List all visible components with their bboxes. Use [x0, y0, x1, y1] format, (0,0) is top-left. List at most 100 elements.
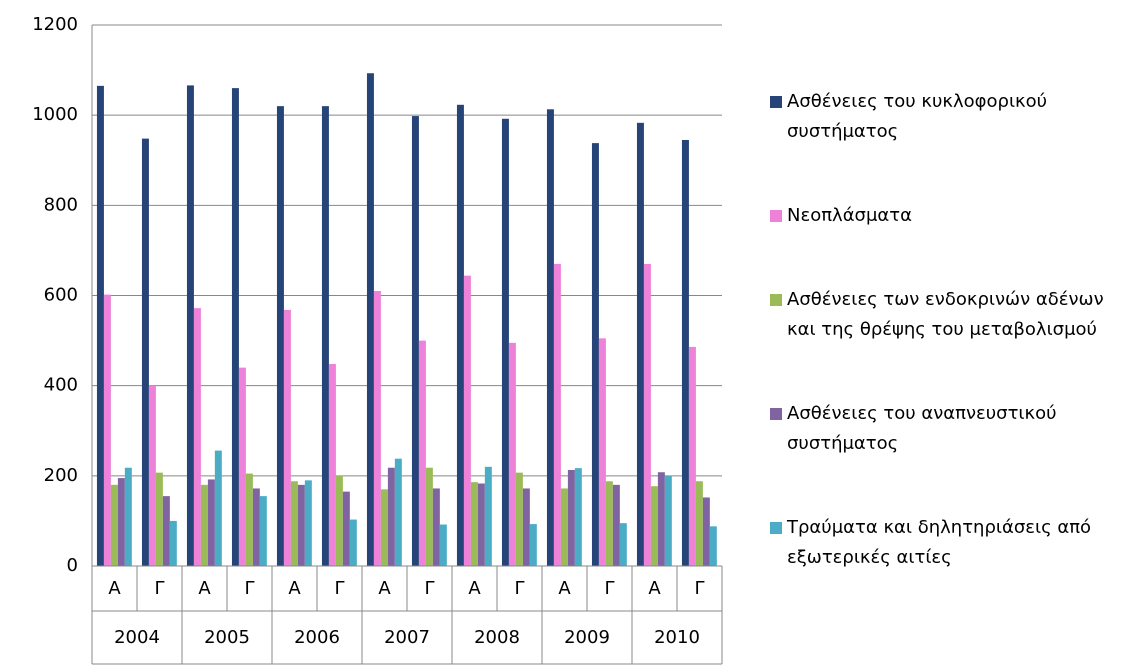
bar: [688, 346, 696, 566]
bar: [560, 488, 568, 566]
bar: [162, 496, 170, 566]
legend-swatch: [770, 210, 782, 222]
bar: [650, 486, 658, 566]
bar: [141, 138, 149, 567]
bar: [387, 467, 395, 566]
bar: [117, 478, 125, 566]
bar: [598, 338, 606, 566]
y-tick-label: 1200: [32, 14, 78, 35]
bar: [297, 484, 305, 566]
group-label: 2010: [654, 627, 700, 648]
bar: [425, 467, 433, 566]
bar: [193, 308, 201, 566]
bar: [515, 472, 523, 566]
bar: [231, 88, 239, 566]
bar: [411, 116, 419, 567]
legend-label: Ασθένειες του κυκλοφορικού συστήματος: [787, 91, 1048, 142]
bar: [456, 104, 464, 567]
legend: Ασθένειες του κυκλοφορικού συστήματος Νεο…: [770, 60, 1120, 600]
x-tick-label: Α: [198, 578, 211, 599]
bar: [290, 481, 298, 566]
bar: [366, 73, 374, 566]
y-tick-label: 600: [44, 285, 78, 306]
bar: [373, 290, 381, 566]
x-tick-label: Α: [108, 578, 121, 599]
legend-label: Ασθένειες των ενδοκρινών αδένων και της …: [787, 289, 1104, 340]
y-tick-label: 200: [44, 465, 78, 486]
bar: [439, 524, 447, 566]
bar: [567, 469, 575, 566]
bar: [432, 488, 440, 566]
bar: [681, 139, 689, 566]
y-tick-label: 0: [67, 555, 78, 576]
bar: [124, 467, 132, 566]
bar: [169, 520, 177, 566]
bar: [508, 342, 516, 566]
group-label: 2005: [204, 627, 250, 648]
x-tick-label: Γ: [514, 578, 524, 599]
group-label: 2007: [384, 627, 430, 648]
bar: [207, 479, 215, 566]
legend-label: Τραύματα και δηλητηριάσεις από εξωτερικέ…: [787, 517, 1092, 568]
bar: [110, 484, 118, 566]
group-label: 2008: [474, 627, 520, 648]
legend-label: Νεοπλάσματα: [787, 205, 912, 226]
bar: [252, 488, 260, 566]
bar: [349, 519, 357, 566]
bar: [612, 484, 620, 566]
legend-label: Ασθένειες του αναπνευστικού συστήματος: [787, 403, 1057, 454]
bar: [619, 523, 627, 566]
bar: [342, 491, 350, 566]
bar: [643, 263, 651, 566]
bar: [186, 85, 194, 566]
bar: [103, 294, 111, 566]
bar: [477, 483, 485, 566]
legend-entry: Ασθένειες του αναπνευστικού συστήματος: [770, 399, 1120, 459]
bar: [522, 488, 530, 566]
y-tick-label: 800: [44, 194, 78, 215]
bar: [380, 489, 388, 566]
legend-entry: Ασθένειες του κυκλοφορικού συστήματος: [770, 87, 1120, 147]
x-tick-label: Γ: [244, 578, 254, 599]
x-tick-label: Α: [558, 578, 571, 599]
x-tick-label: Γ: [424, 578, 434, 599]
legend-swatch: [770, 96, 782, 108]
x-tick-label: Α: [468, 578, 481, 599]
group-label: 2009: [564, 627, 610, 648]
x-tick-label: Γ: [694, 578, 704, 599]
x-tick-label: Α: [648, 578, 661, 599]
bar: [657, 472, 665, 566]
bar: [238, 367, 246, 566]
bar: [546, 109, 554, 566]
x-tick-label: Γ: [154, 578, 164, 599]
bar: [245, 473, 253, 566]
y-tick-label: 400: [44, 375, 78, 396]
bar: [702, 497, 710, 566]
bar: [96, 85, 104, 567]
chart: 0 200 400 600 800 1000 1200 Α Γ Α Γ Α Γ Α Γ Α Γ Α Γ Α Γ 2004 2…: [32, 14, 723, 665]
legend-entry: Τραύματα και δηλητηριάσεις από εξωτερικέ…: [770, 513, 1120, 573]
bar: [529, 524, 537, 566]
bar: [418, 340, 426, 566]
bar: [484, 466, 492, 566]
bar: [200, 484, 208, 566]
bar: [155, 472, 163, 566]
x-tick-label: Γ: [604, 578, 614, 599]
legend-swatch: [770, 522, 782, 534]
group-label: 2004: [114, 627, 160, 648]
bar: [335, 475, 343, 566]
legend-swatch: [770, 294, 782, 306]
bar: [636, 122, 644, 566]
bar: [328, 364, 336, 566]
bar: [501, 118, 509, 567]
bar: [591, 143, 599, 566]
bar: [605, 481, 613, 566]
legend-swatch: [770, 408, 782, 420]
bar: [394, 458, 402, 566]
x-tick-label: Α: [378, 578, 391, 599]
y-tick-label: 1000: [32, 104, 78, 125]
bar: [321, 106, 329, 567]
bar: [574, 468, 582, 566]
bar: [664, 475, 672, 566]
